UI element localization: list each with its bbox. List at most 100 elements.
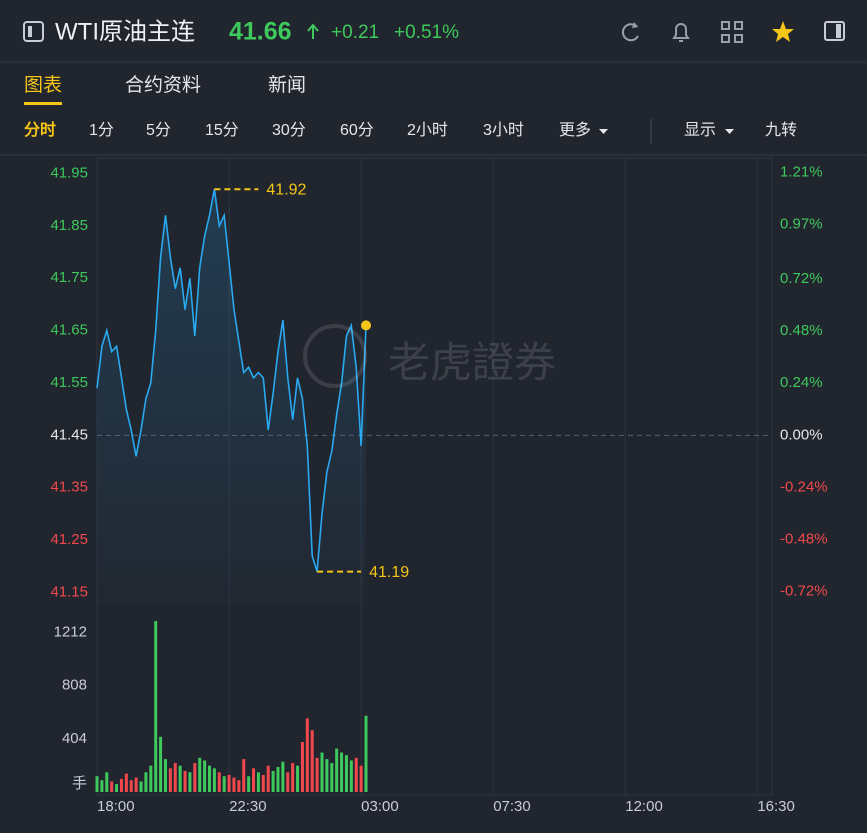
volume-bar <box>271 770 275 792</box>
volume-bar <box>315 757 319 792</box>
volume-bar <box>237 780 241 792</box>
toolbar-item[interactable]: 显示 <box>684 122 716 139</box>
panel-icon[interactable] <box>824 21 845 41</box>
toolbar-item[interactable]: 1分 <box>89 121 114 139</box>
volume-tick-label: 1212 <box>54 624 87 641</box>
toolbar-item[interactable]: 九转 <box>765 121 797 139</box>
price-line <box>96 189 367 572</box>
tab-underline <box>24 102 63 105</box>
y2-tick-label: -0.24% <box>780 478 828 495</box>
volume-bar <box>340 752 344 792</box>
refresh-icon-head <box>632 22 638 28</box>
volume-bar <box>100 780 104 792</box>
tab[interactable]: 图表 <box>24 74 62 96</box>
y-tick-label: 41.95 <box>50 164 88 181</box>
volume-bar <box>110 781 114 792</box>
volume-bar <box>261 774 265 792</box>
volume-bar <box>305 718 309 792</box>
volume-tick-label: 808 <box>62 677 87 694</box>
volume-bar <box>159 736 163 792</box>
tab[interactable]: 合约资料 <box>125 74 201 96</box>
volume-bar <box>119 778 123 792</box>
y2-tick-label: -0.48% <box>780 531 828 548</box>
y-tick-label: 41.35 <box>50 479 88 496</box>
toolbar-item[interactable]: 3小时 <box>483 121 524 139</box>
volume-bar <box>252 768 256 792</box>
toolbar-item[interactable]: 5分 <box>146 121 171 139</box>
up-arrow <box>307 23 319 39</box>
bell-icon[interactable] <box>672 23 690 42</box>
volume-bar <box>276 767 280 792</box>
x-tick-label: 22:30 <box>229 798 267 815</box>
volume-bar <box>139 781 143 792</box>
annotation: 41.19 <box>369 564 409 581</box>
price-area <box>97 189 367 603</box>
toolbar-item[interactable]: 更多 <box>559 121 591 139</box>
star-icon[interactable] <box>772 21 794 42</box>
volume-bar <box>129 780 133 792</box>
refresh-icon[interactable] <box>621 23 639 42</box>
y-tick-label: 41.75 <box>50 269 88 286</box>
y-tick-label: 41.85 <box>50 217 88 234</box>
grid-icon[interactable] <box>721 21 743 43</box>
toolbar-item[interactable]: 15分 <box>205 121 239 139</box>
volume-bar <box>115 784 119 792</box>
toolbar-item[interactable]: 分时 <box>24 121 56 139</box>
y2-tick-label: 0.72% <box>780 270 823 287</box>
volume-bar <box>105 772 109 792</box>
symbol: WTI原油主连 <box>55 18 195 45</box>
volume-bar <box>198 757 202 792</box>
volume-bar <box>178 765 182 792</box>
panel-icon-bar <box>836 24 841 38</box>
volume-bar <box>232 777 236 792</box>
symbol-icon[interactable] <box>23 21 44 42</box>
volume-bar <box>335 748 339 792</box>
toolbar-item[interactable]: 2小时 <box>407 121 448 139</box>
volume-bar <box>173 763 177 792</box>
volume-bar <box>291 763 295 792</box>
volume-bar <box>188 772 192 792</box>
y-tick-label: 41.15 <box>50 583 88 600</box>
y2-tick-label: 1.21% <box>780 164 823 181</box>
y2-tick-label: 0.24% <box>780 374 823 391</box>
toolbar-item[interactable]: 30分 <box>272 121 306 139</box>
volume-bar <box>193 763 197 792</box>
x-tick-label: 12:00 <box>625 798 663 815</box>
volume-bar <box>256 772 260 792</box>
toolbar-item[interactable]: 60分 <box>340 121 374 139</box>
change-percent: +0.51% <box>394 22 459 43</box>
x-tick-label: 03:00 <box>361 798 399 815</box>
y-tick-label: 41.45 <box>50 426 88 443</box>
y-tick-label: 41.25 <box>50 531 88 548</box>
dropdown-caret <box>725 129 735 134</box>
volume-bar <box>296 765 300 792</box>
volume-bar <box>330 763 334 792</box>
volume-bar <box>227 774 231 792</box>
tab[interactable]: 新闻 <box>268 74 306 96</box>
x-tick-label: 16:30 <box>757 798 795 815</box>
watermark-text: 老虎證券 <box>388 339 556 386</box>
price: 41.66 <box>229 18 292 46</box>
y2-tick-label: 0.97% <box>780 216 823 233</box>
volume-bar <box>266 765 270 792</box>
volume-bar <box>144 772 148 792</box>
volume-bar <box>203 760 207 792</box>
volume-bar <box>217 772 221 792</box>
volume-bar <box>325 759 329 792</box>
y2-tick-label: 0.48% <box>780 322 823 339</box>
volume-bar <box>222 776 226 792</box>
volume-bar <box>247 776 251 792</box>
volume-bar <box>212 768 216 792</box>
volume-bar <box>286 772 290 792</box>
symbol-icon-bar <box>28 26 32 37</box>
volume-bar <box>349 760 353 792</box>
y-tick-label: 41.65 <box>50 322 88 339</box>
volume-bar <box>300 742 304 792</box>
volume-bar <box>364 715 368 792</box>
watermark: 老虎證券 <box>303 324 556 388</box>
y2-tick-label: 0.00% <box>780 426 823 443</box>
volume-bar <box>310 730 314 792</box>
volume-bar <box>154 621 158 792</box>
